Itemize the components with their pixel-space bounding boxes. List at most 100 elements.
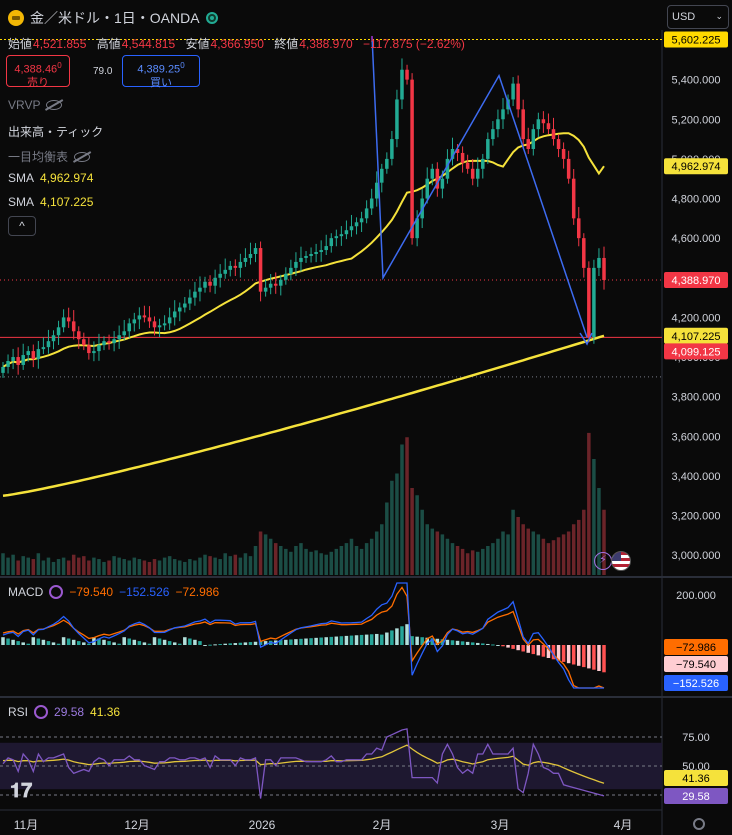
candle-body (107, 341, 111, 344)
settings-circle-icon[interactable] (34, 705, 49, 719)
sell-price-sup: 0 (57, 61, 62, 70)
candle-body (576, 218, 581, 239)
volume-bar (51, 561, 56, 575)
macd-histogram-bar (56, 643, 61, 645)
sma-short-line (2, 132, 605, 368)
buy-button[interactable]: 4,389.250 買い (122, 55, 200, 89)
axis-price-label-bg (664, 271, 728, 288)
macd-histogram-bar (87, 643, 91, 645)
macd-histogram-bar (602, 645, 606, 673)
candle-body (571, 178, 576, 219)
macd-histogram-bar (415, 636, 419, 645)
time-tick-label: 3月 (491, 818, 510, 832)
macd-histogram-bar (536, 645, 541, 656)
macd-histogram-bar (309, 638, 313, 645)
macd-histogram-bar (496, 645, 500, 646)
macd-histogram-bar (395, 628, 399, 645)
volume-bar (541, 538, 546, 575)
macd-axis-label: −79.540 (676, 659, 716, 671)
candle-body (551, 129, 556, 140)
macd-histogram-bar (576, 645, 581, 666)
candle-body (354, 222, 359, 227)
indicator-volume[interactable]: 出来高・ティック (8, 123, 103, 140)
volume-bar (309, 551, 313, 575)
macd-histogram-bar (299, 638, 303, 645)
candle-body (491, 129, 495, 140)
volume-bar (218, 559, 222, 575)
candle-body (592, 267, 596, 338)
candle-body (369, 198, 374, 209)
macd-histogram-bar (556, 645, 561, 661)
macd-histogram-bar (294, 639, 298, 645)
candle-body (178, 307, 182, 312)
candle-body (299, 257, 303, 262)
sma-label: SMA (8, 171, 35, 185)
candle-body (602, 257, 606, 280)
volume-bar (481, 548, 485, 575)
volume-bar (263, 534, 268, 575)
volume-bar (299, 543, 303, 575)
macd-histogram-bar (233, 643, 238, 645)
gear-icon[interactable] (693, 818, 705, 830)
macd-histogram-bar (465, 641, 470, 645)
price-tick-label: 5,400.000 (672, 75, 721, 87)
macd-value-1: −79.540 (69, 585, 114, 599)
macd-histogram-bar (127, 638, 132, 645)
eye-hidden-icon[interactable] (46, 100, 63, 110)
candle-body (481, 158, 485, 169)
macd-histogram-bar (36, 638, 41, 645)
sma-value: 4,107.225 (40, 195, 94, 209)
volume-bar (410, 488, 414, 575)
macd-histogram-bar (516, 645, 520, 651)
collapse-indicators-button[interactable]: ^ (8, 216, 36, 236)
eye-hidden-icon[interactable] (74, 151, 91, 162)
high-value: 4,544.815 (121, 37, 176, 51)
settings-circle-icon[interactable] (49, 585, 64, 599)
candle-body (253, 248, 258, 254)
rsi-legend[interactable]: RSI 29.58 41.36 (8, 705, 120, 719)
lightning-icon[interactable]: ⚡ (594, 552, 612, 570)
macd-histogram-bar (107, 641, 111, 645)
candle-body (380, 168, 384, 183)
macd-histogram-bar (11, 639, 15, 645)
indicator-ichimoku[interactable]: 一目均衡表 (8, 148, 91, 165)
macd-histogram-bar (213, 644, 217, 646)
candle-body (223, 269, 227, 274)
macd-histogram-bar (284, 639, 288, 645)
macd-histogram-bar (97, 638, 101, 645)
macd-legend[interactable]: MACD −79.540 −152.526 −72.986 (8, 585, 219, 599)
indicator-vrvp[interactable]: VRVP (8, 98, 63, 112)
macd-histogram-bar (304, 638, 308, 645)
volume-bar (132, 557, 137, 575)
rsi-value-1: 29.58 (54, 705, 85, 719)
macd-histogram-bar (218, 644, 222, 646)
candle-body (339, 234, 344, 237)
sell-button[interactable]: 4,388.460 売り (6, 55, 70, 89)
volume-bar (213, 557, 217, 575)
candle-body (228, 265, 233, 270)
candle-body (157, 325, 162, 328)
volume-bar (400, 444, 404, 575)
candle-body (238, 261, 243, 268)
candle-body (319, 250, 323, 253)
macd-histogram-bar (238, 642, 243, 645)
indicator-sma-1[interactable]: SMA 4,962.974 (8, 171, 93, 185)
volume-bar (501, 531, 505, 575)
volume-bar (273, 543, 278, 575)
macd-histogram-bar (198, 641, 202, 645)
candle-body (329, 238, 334, 247)
volume-bar (41, 560, 46, 575)
macd-histogram-bar (152, 637, 157, 645)
us-flag-icon[interactable] (611, 551, 631, 571)
volume-bar (304, 548, 308, 575)
candle-body (566, 158, 571, 179)
candle-body (501, 109, 505, 120)
open-label: 始値 (8, 37, 33, 51)
macd-histogram-bar (6, 638, 10, 645)
axis-price-label: 4,388.970 (672, 275, 721, 287)
symbol-title[interactable]: 金／米ドル・1日・OANDA (8, 8, 218, 28)
currency-select[interactable]: USD ⌄ (667, 5, 729, 29)
volume-bar (556, 537, 561, 575)
indicator-sma-2[interactable]: SMA 4,107.225 (8, 195, 93, 209)
